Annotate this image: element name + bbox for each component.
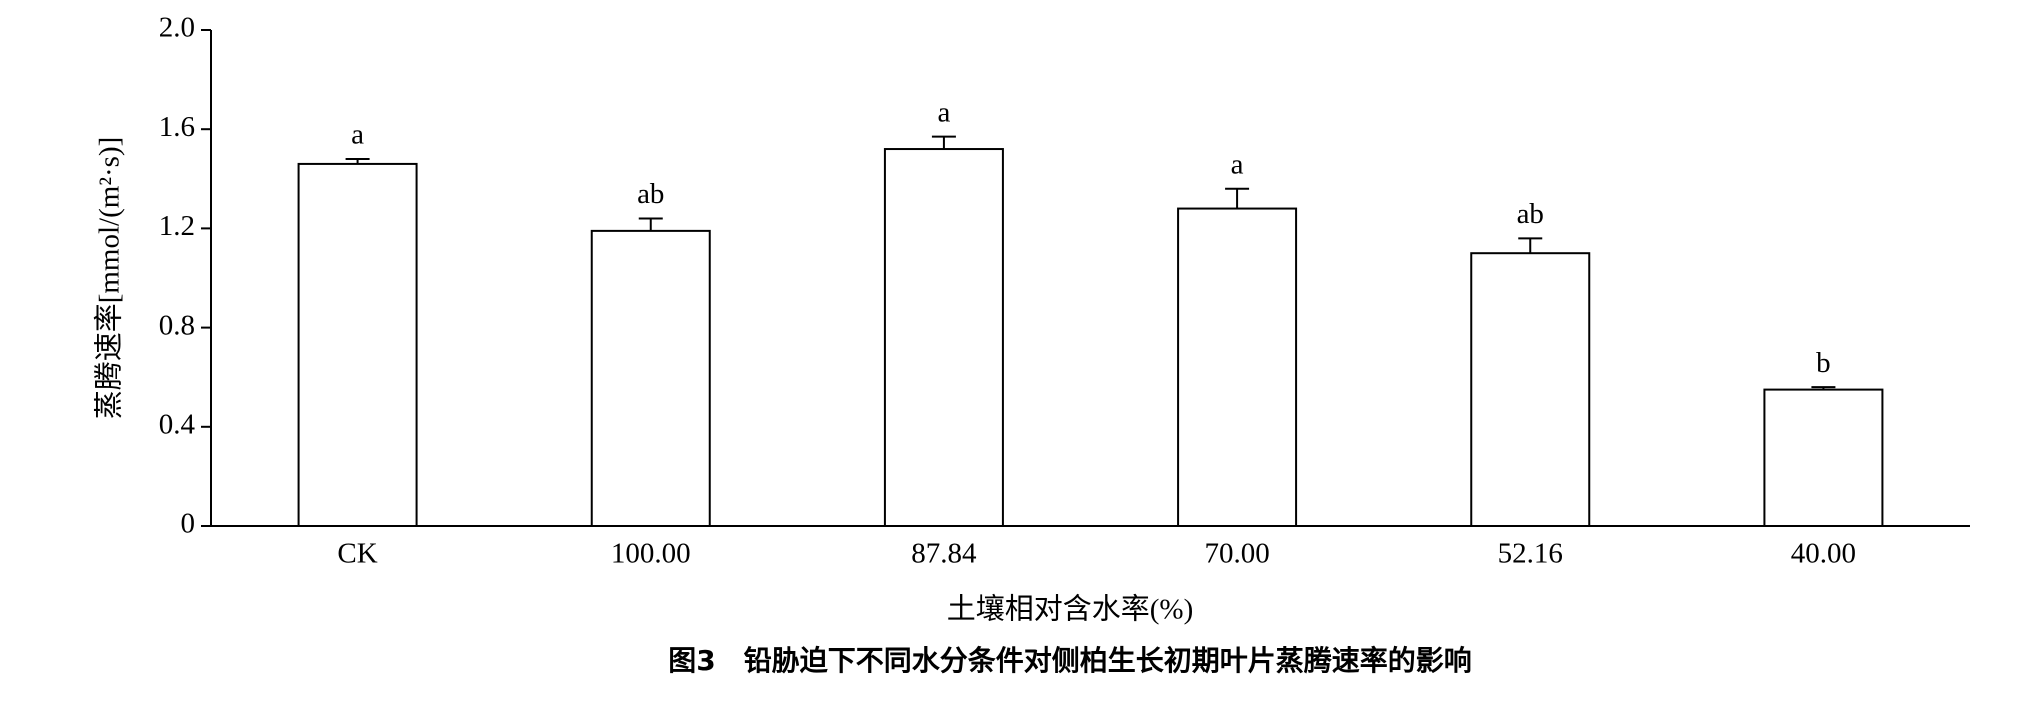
x-tick-label: 87.84 [911, 538, 977, 570]
significance-letter: a [937, 96, 950, 128]
x-tick-label: 100.00 [611, 538, 691, 570]
x-axis-label: 土壤相对含水率(%) [947, 593, 1193, 626]
x-tick-label: 52.16 [1498, 538, 1563, 570]
x-tick-label: 70.00 [1204, 538, 1269, 570]
y-tick-label: 0.8 [159, 309, 195, 341]
bar [883, 148, 1004, 527]
bar [1470, 252, 1591, 527]
y-tick-label: 2.0 [159, 12, 195, 44]
y-tick-label: 0 [181, 508, 196, 540]
bar [1177, 207, 1298, 527]
significance-letter: ab [1517, 198, 1544, 230]
y-axis-label: 蒸腾速率[mmol/(m²·s)] [93, 137, 126, 420]
y-tick-label: 0.4 [159, 408, 196, 440]
significance-letter: ab [637, 178, 664, 210]
chart-title: 图3 铅胁迫下不同水分条件对侧柏生长初期叶片蒸腾速率的影响 [668, 644, 1472, 677]
significance-letter: a [1231, 148, 1244, 180]
y-tick-label: 1.2 [159, 210, 195, 242]
x-tick-label: CK [337, 538, 377, 570]
bar [590, 229, 711, 527]
y-tick-label: 1.6 [159, 111, 195, 143]
bar [297, 162, 418, 527]
significance-letter: a [351, 119, 364, 151]
bar [1763, 388, 1884, 527]
x-tick-label: 40.00 [1791, 538, 1856, 570]
significance-letter: b [1816, 347, 1831, 379]
